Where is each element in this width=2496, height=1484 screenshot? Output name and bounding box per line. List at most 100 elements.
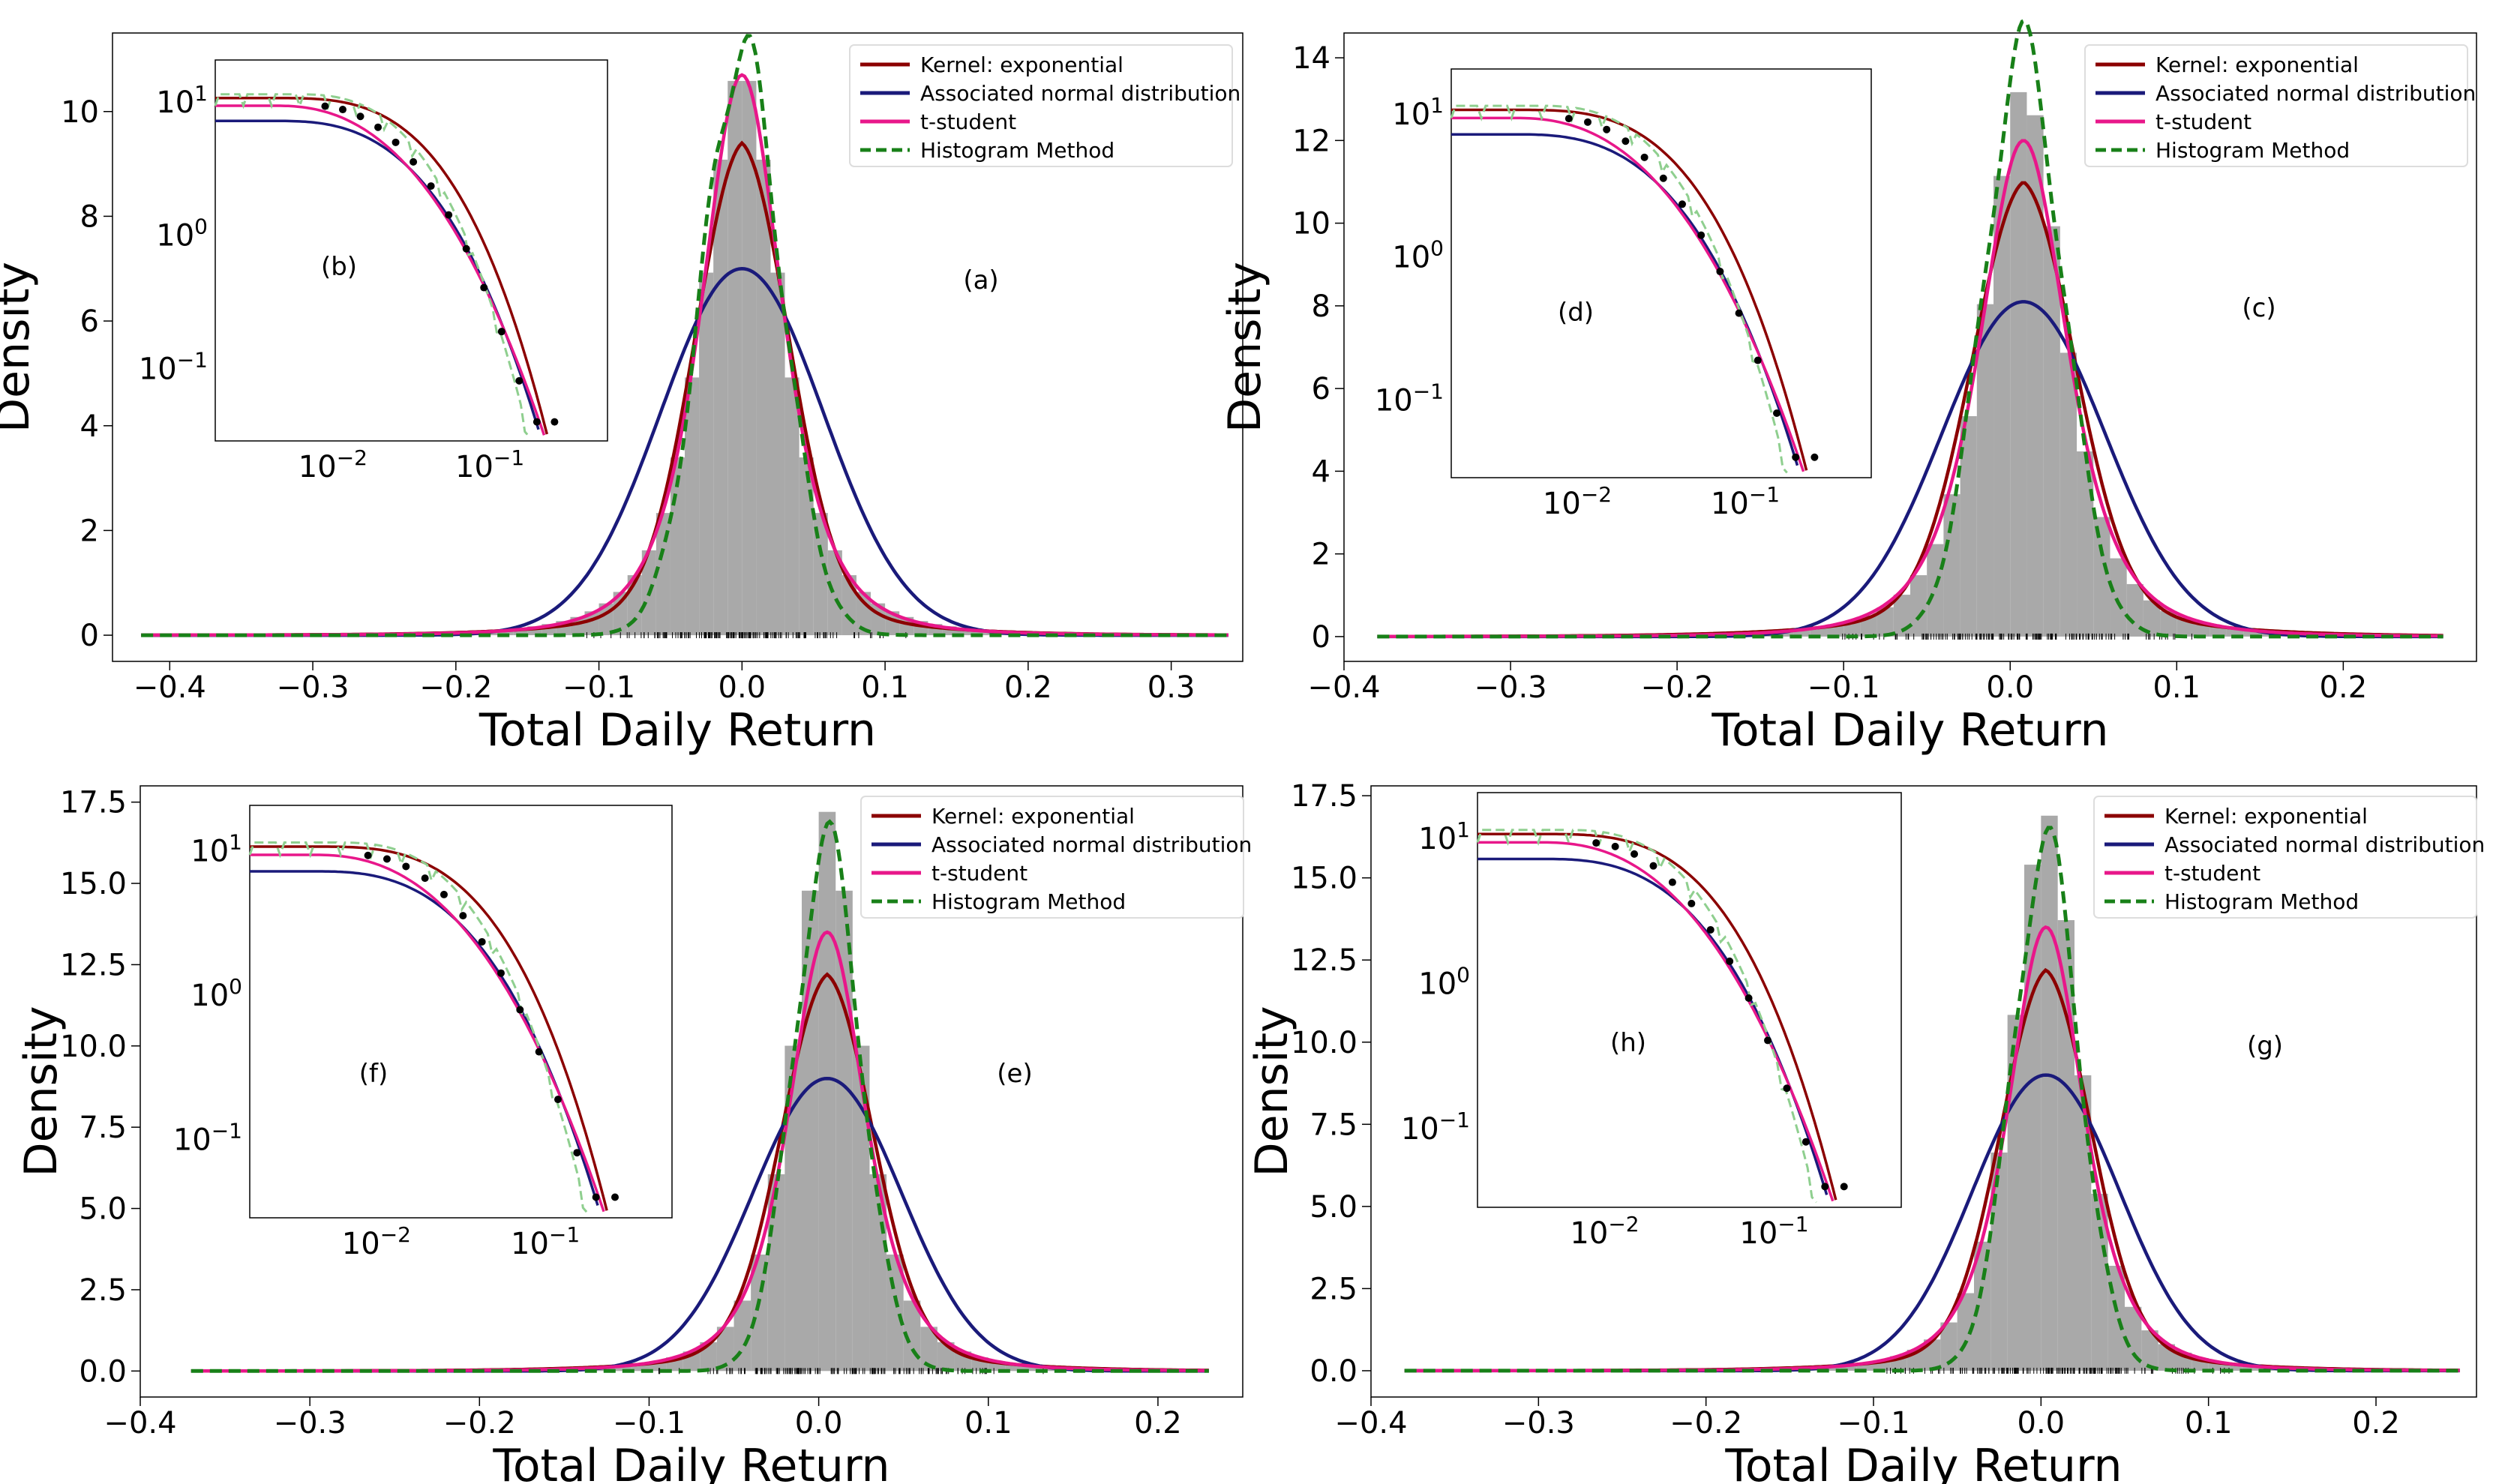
inset-data-point [1707,926,1714,934]
y-axis-label: Density [15,1006,68,1177]
inset-x-tick-label: 10−1 [1739,1212,1808,1251]
inset-x-tick-label: 10−1 [1711,482,1780,521]
legend: Kernel: exponential Associated normal dis… [2085,45,2476,166]
y-axis-label: Density [0,262,40,433]
inset-data-point [1584,118,1592,126]
inset-data-point [1603,126,1610,133]
inset-data-point [554,1096,562,1103]
inset-data-point [480,284,488,292]
panel-label: (c) [2242,293,2276,323]
histogram-bar [853,1046,870,1372]
inset-y-tick-label: 10−1 [173,1119,242,1158]
inset-x-tick-label: 10−2 [1543,482,1612,521]
inset-plot: 10110010−110−2 10−1(f) [173,805,672,1261]
inset-data-point [1716,268,1724,275]
y-tick-label: 14 [1292,41,1330,76]
histogram-bar [819,812,836,1372]
x-tick-label: 0.0 [1986,670,2034,705]
histogram-bar [2026,115,2043,637]
legend-label: Histogram Method [2164,889,2359,914]
histogram-bar [1943,494,1960,637]
inset-y-tick-label: 10−1 [139,347,208,386]
inset-data-point [1565,115,1573,122]
inset-data-point [498,328,506,335]
chart-panel-1: −0.4 −0.3 −0.2 −0.1 0.0 0.1 0.2 0.30246810Total… [0,33,1243,757]
inset-x-tick-label: 10−2 [342,1222,411,1261]
x-tick-label: 0.2 [1004,670,1052,705]
inset-label: (f) [359,1059,388,1089]
x-tick-label: −0.3 [274,1406,346,1441]
inset-frame [1451,69,1871,478]
inset-frame [1478,793,1901,1207]
inset-y-tick-label: 100 [190,974,242,1013]
y-tick-label: 4 [80,409,99,444]
inset-plot: 101 100 10−1 10−2 10−1 (b) [139,60,608,484]
y-tick-label: 10.0 [1291,1026,1358,1060]
y-tick-label: 2.5 [79,1273,127,1308]
histogram-bar [770,273,784,636]
x-tick-label: 0.2 [2320,670,2368,705]
inset-data-point [533,418,541,426]
inset-data-point [459,912,466,919]
inset-data-point [1688,900,1695,907]
x-tick-label: −0.3 [1502,1406,1575,1441]
histogram-bar [685,377,699,635]
y-tick-label: 17.5 [1291,779,1358,814]
y-tick-label: 8 [1312,289,1330,324]
y-tick-label: 12 [1292,124,1330,158]
x-tick-label: 0.1 [2185,1406,2233,1441]
inset-data-point [1764,1036,1772,1044]
legend-label: Associated normal distribution [920,81,1240,106]
histogram-bar [1927,544,1943,637]
inset-x-tick-label: 10−1 [511,1222,580,1261]
histogram-bar [2041,816,2057,1371]
x-tick-label: −0.2 [419,670,492,705]
inset-plot: 10110010−110−2 10−1(d) [1375,69,1871,521]
inset-label: (b) [321,252,357,282]
x-tick-label: 0.1 [2152,670,2200,705]
panel-label: (g) [2247,1031,2283,1061]
inset-data-point [1641,154,1648,161]
y-tick-label: 0 [80,619,99,653]
legend-label: t-student [920,109,1016,134]
chart-panel-4: −0.4 −0.3 −0.2 −0.1 0.0 0.1 0.2 0.0 2.5 5.0 7.5 10.… [1246,779,2485,1484]
inset-data-point [1810,454,1818,461]
inset-y-tick-label: 10−1 [1375,379,1444,418]
y-tick-label: 8 [80,199,99,234]
y-tick-label: 2 [1312,538,1330,572]
inset-data-point [1630,850,1638,858]
inset-data-point [536,1048,543,1056]
y-axis-label: Density [1246,1006,1298,1177]
y-tick-label: 2.5 [1310,1272,1358,1306]
x-tick-label: 0.2 [2352,1406,2400,1441]
legend-label: Associated normal distribution [2156,81,2476,106]
y-tick-label: 10 [1292,207,1330,241]
inset-data-point [1726,958,1733,965]
inset-data-point [374,124,382,131]
x-tick-label: −0.3 [276,670,349,705]
inset-data-point [1612,843,1619,850]
y-tick-label: 6 [80,304,99,339]
chart-panel-2: −0.4 −0.3 −0.2 −0.1 0.0 0.1 0.202468101214Tota… [1219,20,2476,757]
x-tick-label: 0.0 [795,1406,843,1441]
x-tick-label: 0.1 [861,670,909,705]
inset-data-point [402,862,410,870]
legend-label: Histogram Method [2156,138,2350,163]
histogram-bar [800,457,814,635]
inset-data-point [410,158,417,166]
y-tick-label: 0 [1312,620,1330,655]
y-tick-label: 2 [80,514,99,548]
inset-data-point [1821,1183,1828,1190]
inset-data-point [1783,1084,1790,1092]
legend-label: t-student [2156,109,2252,134]
inset-y-tick-label: 101 [156,81,208,120]
y-tick-label: 15.0 [60,867,127,901]
legend: Kernel: exponential Associated normal dis… [850,45,1240,166]
legend: Kernel: exponential Associated normal dis… [2094,796,2485,918]
x-tick-label: 0.1 [964,1406,1012,1441]
x-tick-label: −0.3 [1474,670,1546,705]
inset-data-point [1745,994,1753,1002]
y-tick-label: 5.0 [1310,1190,1358,1225]
x-tick-label: −0.2 [443,1406,516,1441]
x-tick-label: −0.1 [562,670,635,705]
